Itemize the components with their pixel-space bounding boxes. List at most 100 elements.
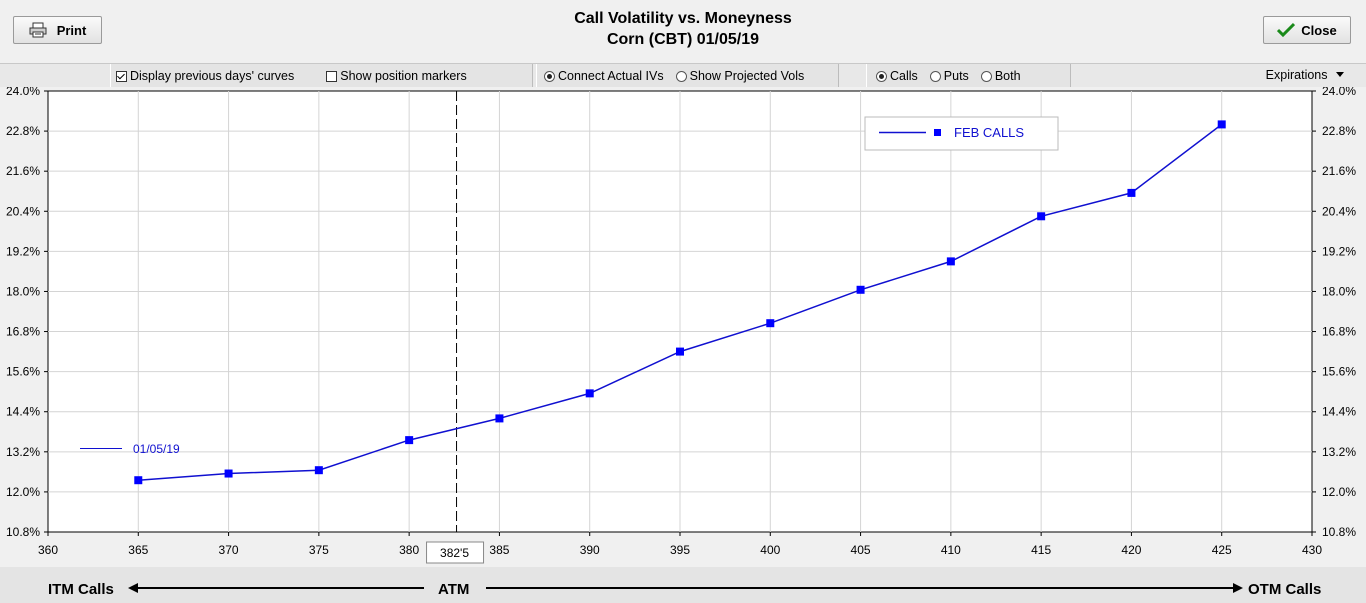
x-tick-label: 425 — [1212, 543, 1232, 557]
previous-day-label: 01/05/19 — [133, 442, 180, 456]
show-position-markers-label: Show position markers — [340, 69, 467, 83]
data-point — [1037, 212, 1046, 221]
close-label: Close — [1301, 22, 1337, 38]
moneyness-arrow — [128, 583, 1243, 593]
data-point — [224, 469, 233, 478]
data-point — [495, 414, 504, 423]
y-tick-label-right: 13.2% — [1322, 445, 1356, 459]
expirations-dropdown[interactable]: Expirations — [1266, 68, 1344, 82]
y-tick-label-left: 14.4% — [6, 405, 40, 419]
radio-selected-icon — [544, 70, 555, 82]
previous-day-legend: 01/05/19 — [80, 442, 180, 456]
y-tick-label-right: 22.8% — [1322, 124, 1356, 138]
itm-calls-label: ITM Calls — [48, 581, 114, 598]
both-radio[interactable]: Both — [980, 69, 1021, 83]
printer-icon — [29, 22, 47, 38]
x-tick-label: 375 — [309, 543, 329, 557]
x-tick-label: 365 — [128, 543, 148, 557]
data-point — [314, 466, 323, 475]
y-tick-label-left: 10.8% — [6, 525, 40, 539]
y-tick-label-right: 21.6% — [1322, 164, 1356, 178]
puts-radio[interactable]: Puts — [929, 69, 969, 83]
show-position-markers-checkbox[interactable]: Show position markers — [326, 69, 467, 83]
radio-unselected-icon — [980, 70, 992, 82]
print-button[interactable]: Print — [13, 16, 102, 44]
chart-title: Call Volatility vs. Moneyness — [574, 10, 792, 27]
x-tick-label: 385 — [489, 543, 509, 557]
x-tick-label: 360 — [38, 543, 58, 557]
data-point — [134, 476, 143, 485]
data-point — [676, 347, 684, 356]
checkbox-checked-icon — [116, 70, 127, 82]
data-point — [856, 285, 865, 294]
y-tick-label-right: 20.4% — [1322, 204, 1356, 218]
y-tick-label-left: 19.2% — [6, 244, 40, 258]
data-point — [1217, 120, 1226, 129]
x-tick-label: 420 — [1121, 543, 1141, 557]
iv-mode-group: Connect Actual IVs Show Projected Vols — [536, 64, 839, 88]
y-tick-label-left: 16.8% — [6, 325, 40, 339]
y-tick-label-left: 21.6% — [6, 164, 40, 178]
data-point — [766, 319, 775, 328]
x-tick-label: 400 — [760, 543, 780, 557]
x-tick-label: 405 — [851, 543, 871, 557]
data-point — [946, 257, 955, 266]
calls-label: Calls — [890, 69, 918, 83]
volatility-chart: 360 365 370 375 380 385 390 395 400 405 410 415 420 4… — [0, 87, 1366, 567]
checkmark-icon — [1277, 22, 1296, 38]
show-projected-vols-label: Show Projected Vols — [689, 69, 805, 83]
y-tick-label-left: 22.8% — [6, 124, 40, 138]
show-projected-vols-radio[interactable]: Show Projected Vols — [675, 69, 805, 83]
y-tick-label-left: 20.4% — [6, 204, 40, 218]
arrow-left-icon — [128, 583, 138, 593]
y-tick-label-left: 13.2% — [6, 445, 40, 459]
y-tick-label-right: 12.0% — [1322, 485, 1356, 499]
arrow-right-icon — [1233, 583, 1243, 593]
x-tick-label: 395 — [670, 543, 690, 557]
x-tick-label: 410 — [941, 543, 961, 557]
connect-actual-ivs-radio[interactable]: Connect Actual IVs — [544, 69, 664, 83]
atm-marker-label: 382'5 — [440, 546, 469, 560]
y-tick-label-left: 12.0% — [6, 485, 40, 499]
y-tick-label-left: 24.0% — [6, 87, 40, 98]
y-tick-label-right: 19.2% — [1322, 244, 1356, 258]
data-point — [585, 389, 594, 398]
connect-actual-ivs-label: Connect Actual IVs — [558, 69, 664, 83]
y-tick-label-right: 24.0% — [1322, 87, 1356, 98]
both-label: Both — [994, 69, 1021, 83]
expirations-label: Expirations — [1265, 68, 1328, 82]
atm-label: ATM — [438, 581, 470, 598]
otm-calls-label: OTM Calls — [1248, 581, 1322, 598]
y-tick-label-right: 16.8% — [1322, 325, 1356, 339]
y-tick-label-left: 18.0% — [6, 284, 40, 298]
data-point — [1127, 188, 1136, 197]
moneyness-footer: ITM Calls ATM OTM Calls — [0, 567, 1366, 603]
display-prev-days-label: Display previous days' curves — [130, 69, 295, 83]
y-tick-label-right: 15.6% — [1322, 365, 1356, 379]
y-tick-label-left: 15.6% — [6, 365, 40, 379]
chart-legend: FEB CALLS — [864, 116, 1059, 151]
display-prev-days-checkbox[interactable]: Display previous days' curves — [116, 69, 294, 83]
x-tick-label: 415 — [1031, 543, 1051, 557]
x-tick-label: 390 — [580, 543, 600, 557]
x-tick-label: 380 — [399, 543, 419, 557]
radio-unselected-icon — [929, 70, 941, 82]
options-toolbar: Display previous days' curves Show posit… — [0, 63, 1366, 88]
close-button[interactable]: Close — [1263, 16, 1351, 44]
y-tick-label-right: 18.0% — [1322, 284, 1356, 298]
puts-label: Puts — [943, 69, 969, 83]
atm-marker-box — [426, 541, 485, 564]
y-tick-label-right: 10.8% — [1322, 525, 1356, 539]
print-label: Print — [56, 22, 87, 38]
legend-series-label: FEB CALLS — [954, 125, 1024, 140]
radio-unselected-icon — [675, 70, 687, 82]
display-options-group: Display previous days' curves Show posit… — [110, 64, 533, 88]
radio-selected-icon — [876, 70, 887, 82]
option-type-group: Calls Puts Both — [866, 64, 1071, 88]
header: Call Volatility vs. Moneyness Corn (CBT)… — [0, 0, 1366, 63]
x-tick-label: 370 — [219, 543, 239, 557]
chart-subtitle: Corn (CBT) 01/05/19 — [606, 31, 760, 48]
y-tick-label-right: 14.4% — [1322, 405, 1356, 419]
checkbox-unchecked-icon — [326, 70, 338, 82]
calls-radio[interactable]: Calls — [876, 69, 918, 83]
